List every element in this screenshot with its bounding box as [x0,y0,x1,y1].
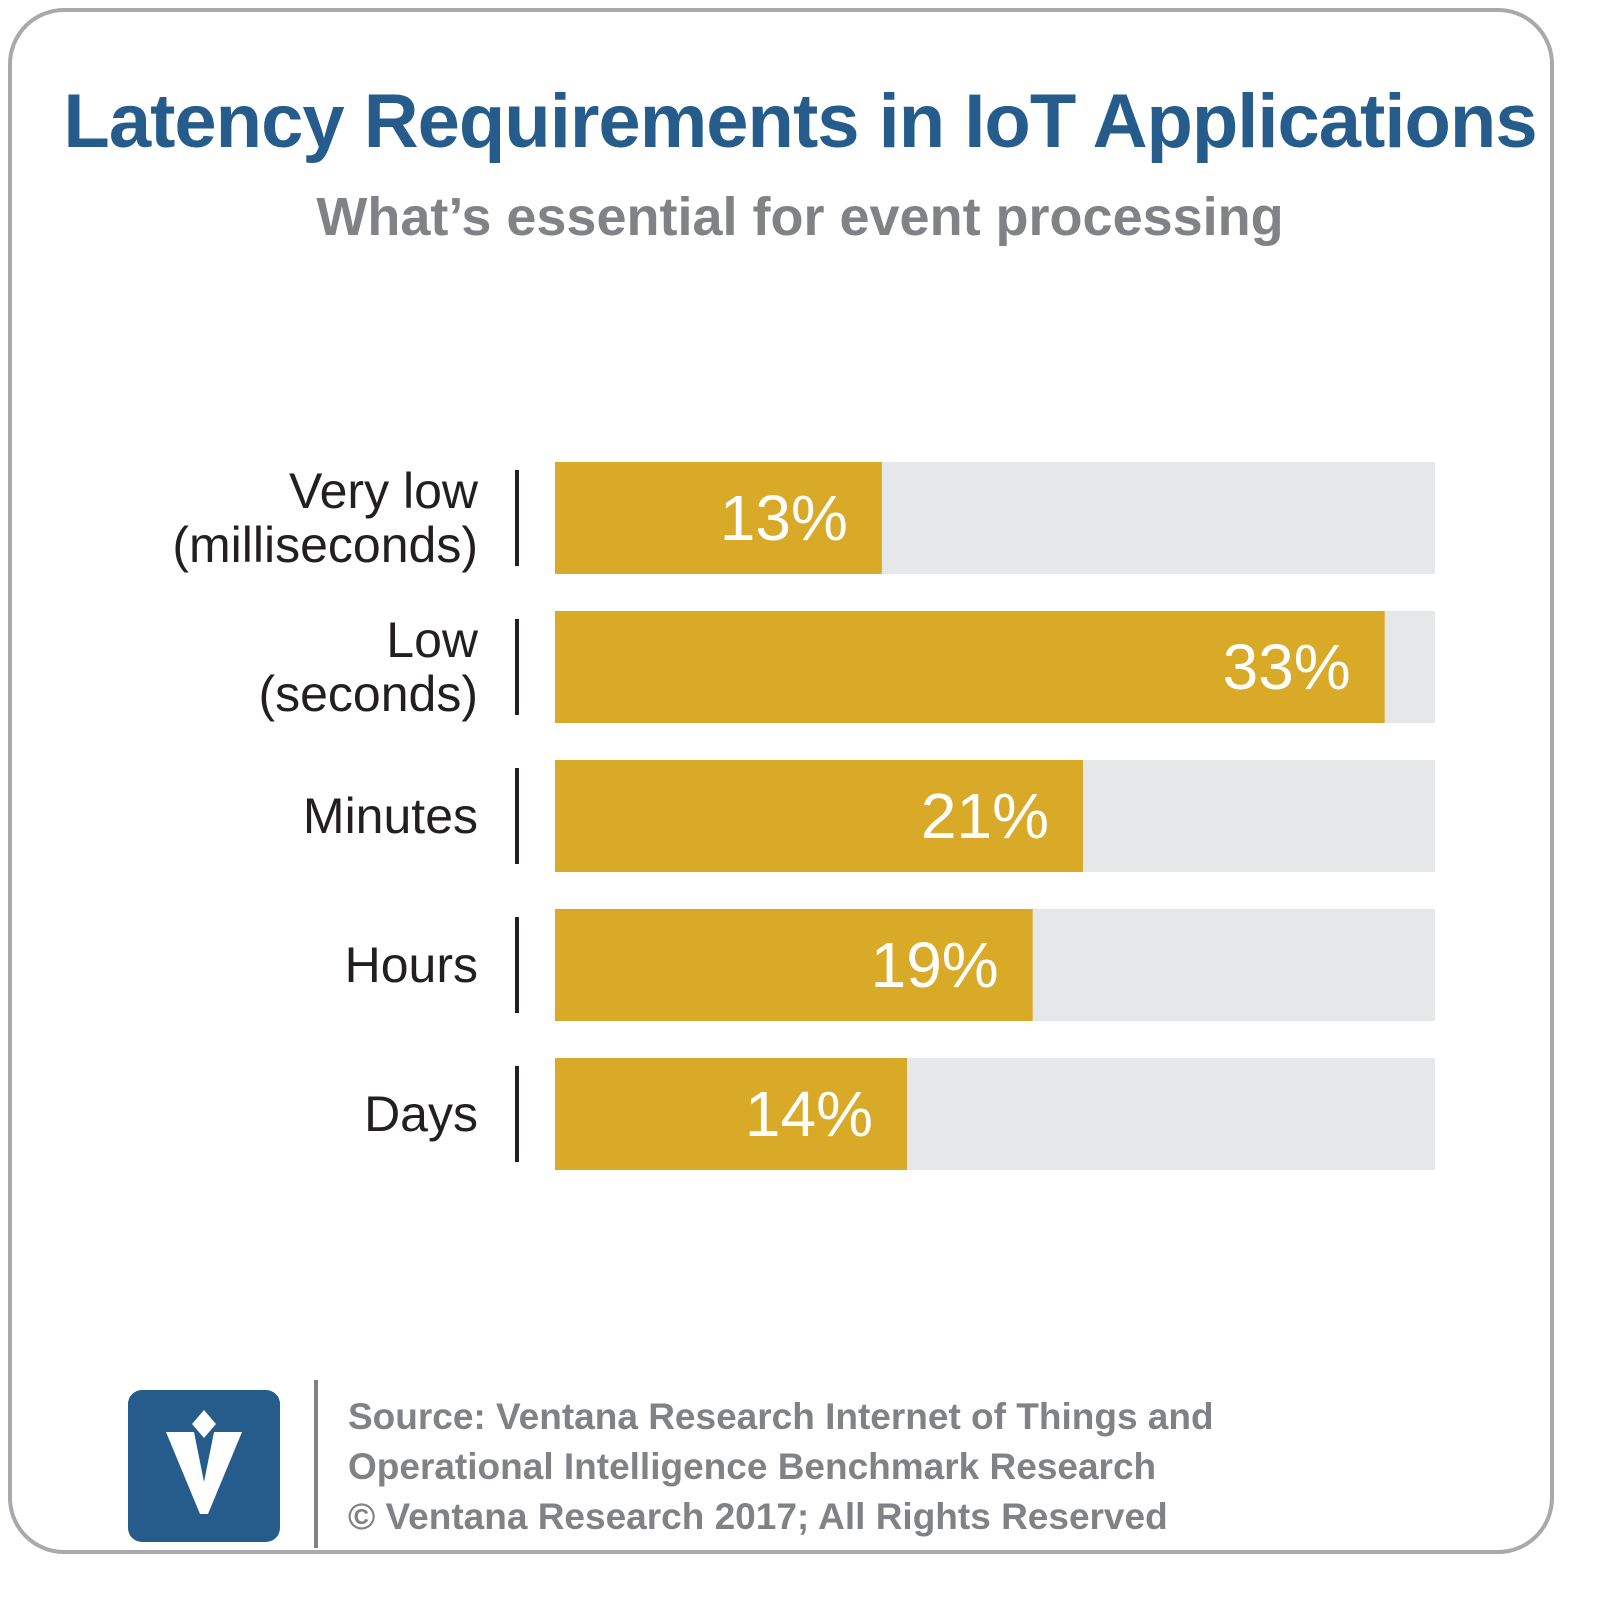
bar [555,611,1385,723]
source-line: Source: Ventana Research Internet of Thi… [348,1396,1214,1437]
category-label: Hours [345,937,478,993]
value-label: 13% [720,482,848,554]
category-tick [515,470,519,566]
ventana-logo-icon [128,1390,280,1542]
category-label: Minutes [303,788,478,844]
category-label: Days [364,1086,478,1142]
chart-title: Latency Requirements in IoT Applications [63,79,1537,164]
value-label: 33% [1223,631,1351,703]
category-label: (milliseconds) [172,517,478,573]
category-label: (seconds) [258,666,478,722]
category-tick [515,619,519,715]
category-tick [515,917,519,1013]
chart-subtitle: What’s essential for event processing [316,187,1284,247]
footer-divider [314,1380,318,1548]
value-label: 14% [745,1078,873,1150]
category-tick [515,1066,519,1162]
bar [555,1058,907,1170]
category-tick [515,768,519,864]
bar [555,760,1083,872]
category-label: Low [386,612,479,668]
value-label: 19% [871,929,999,1001]
bar [555,909,1033,1021]
category-label: Very low [289,463,479,519]
copyright-line: © Ventana Research 2017; All Rights Rese… [348,1496,1168,1537]
source-text: Source: Ventana Research Internet of Thi… [348,1392,1214,1542]
bar [555,462,882,574]
source-line: Operational Intelligence Benchmark Resea… [348,1446,1157,1487]
value-label: 21% [921,780,1049,852]
